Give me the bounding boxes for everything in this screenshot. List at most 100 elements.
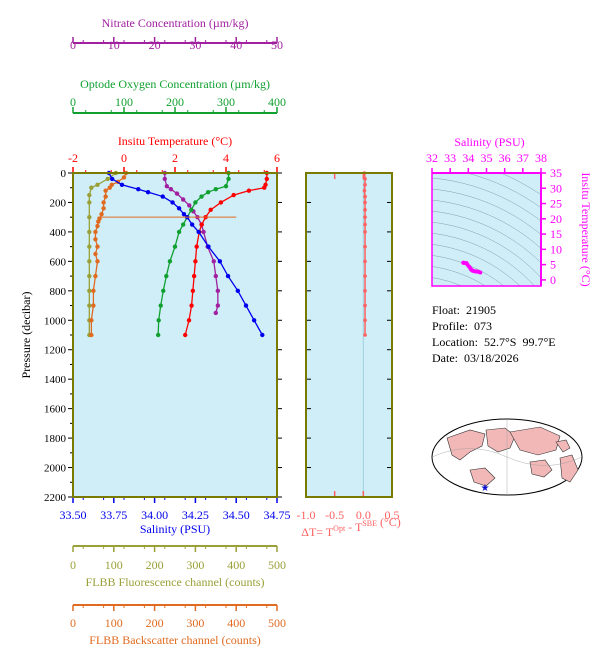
salinity-point: [109, 176, 115, 182]
delta-t-point: [363, 200, 367, 205]
map-landmass: [485, 427, 516, 453]
salinity-point: [260, 332, 265, 338]
plot-frame: [72, 172, 278, 498]
nitrate-point: [164, 184, 170, 189]
ts-frame: [431, 172, 542, 287]
fluorescence-tick-label: 100: [105, 558, 123, 572]
nitrate-tick-label: 0: [70, 38, 76, 52]
dt-axis-label-part: ΔT= T: [301, 525, 334, 539]
salinity-tick-label: 34.75: [264, 508, 291, 522]
nitrate-tick-label: 30: [189, 38, 201, 52]
oxygen-point: [158, 303, 163, 308]
delta-t-point: [363, 289, 367, 293]
oxygen-point: [176, 229, 182, 235]
temperature-point: [189, 303, 194, 308]
delta-t-point: [363, 208, 367, 212]
backscatter-point: [95, 259, 100, 264]
temperature-point: [218, 200, 224, 205]
nitrate-point: [213, 310, 218, 316]
map-landmass: [529, 459, 553, 478]
backscatter-axis-label: FLBB Backscatter channel (counts): [89, 633, 261, 647]
float-label: Float:: [432, 303, 461, 317]
backscatter-point: [103, 194, 108, 199]
nitrate-tick-label: 40: [230, 38, 242, 52]
temperature-tick-label: 0: [121, 151, 127, 165]
main-profile-plot: 0200400600800100012001400160018002000220…: [19, 16, 291, 647]
profile-value: 073: [474, 319, 492, 333]
salinity-point: [196, 229, 201, 235]
y-tick-label: 1400: [44, 374, 67, 386]
salinity-point: [119, 182, 125, 187]
salinity-tick-label: 33.50: [60, 508, 87, 522]
temperature-tick-label: 2: [172, 151, 178, 165]
dt-x-tick-label: -0.5: [325, 508, 344, 522]
ts-x-tick-label: 37: [517, 151, 529, 165]
dt-x-tick-label: 0.0: [356, 508, 371, 522]
salinity-point: [145, 189, 151, 195]
oxygen-point: [226, 176, 231, 182]
ts-y-tick-label: 15: [550, 227, 562, 241]
date-info: Date: 03/18/2026: [432, 351, 519, 366]
ts-x-tick-label: 36: [499, 151, 511, 165]
salinity-point: [243, 303, 249, 308]
y-tick-label: 200: [50, 197, 67, 209]
temperature-point: [208, 207, 213, 213]
salinity-point: [160, 194, 165, 199]
delta-t-point: [363, 230, 367, 234]
world-map-inset: ★: [431, 418, 583, 496]
dt-axis-label-part: (°C): [377, 515, 401, 529]
map-landmass: [509, 426, 561, 456]
profile-label: Profile:: [432, 319, 468, 333]
oxygen-point: [205, 189, 211, 195]
nitrate-point: [215, 288, 221, 294]
nitrate-point: [201, 229, 206, 235]
temperature-tick-label: 6: [274, 151, 280, 165]
nitrate-point: [174, 191, 180, 196]
delta-t-point: [363, 303, 367, 308]
delta-t-point: [363, 259, 367, 264]
temperature-tick-label: -2: [68, 151, 78, 165]
backscatter-point: [89, 332, 94, 338]
salinity-point: [181, 212, 187, 217]
backscatter-point: [89, 318, 94, 323]
delta-t-point: [363, 194, 367, 199]
backscatter-point: [107, 185, 112, 190]
y-tick-label: 800: [50, 286, 67, 298]
float-value: 21905: [466, 303, 497, 317]
map-landmass: [555, 439, 571, 453]
oxygen-point: [199, 194, 204, 199]
plot-background: [73, 173, 277, 497]
oxygen-point: [189, 207, 194, 213]
y-tick-label: 600: [50, 256, 67, 268]
temperature-tick-label: 4: [223, 151, 229, 165]
backscatter-tick-label: 100: [105, 616, 123, 630]
map-landmass: [559, 454, 579, 483]
salinity-point: [225, 273, 231, 279]
delta-t-point: [362, 188, 367, 193]
oxygen-tick-label: 400: [268, 95, 286, 109]
fluorescence-tick-label: 400: [227, 558, 245, 572]
ts-y-tick-label: 10: [550, 242, 562, 256]
salinity-point: [136, 187, 141, 192]
backscatter-tick-label: 500: [268, 616, 286, 630]
oxygen-point: [180, 222, 186, 227]
dt-background: [306, 173, 392, 497]
salinity-point: [251, 318, 257, 323]
temperature-point: [190, 288, 196, 294]
fluorescence-tick-label: 0: [70, 558, 76, 572]
dt-axis-label-part: Opt: [333, 524, 346, 533]
dt-axis-label: ΔT= TOpt - TSBE (°C): [301, 515, 401, 539]
delta-t-point: [363, 215, 367, 219]
ts-y-tick-label: 35: [550, 166, 562, 180]
dt-axis-label-part: SBE: [362, 519, 377, 528]
backscatter-point: [95, 244, 100, 249]
location-info: Location: 52.7°S 99.7°E: [432, 335, 556, 350]
float-location-marker: ★: [481, 483, 490, 494]
ts-y-tick-label: 5: [550, 258, 556, 272]
fluorescence-point: [95, 182, 100, 187]
ts-x-tick-label: 33: [444, 151, 456, 165]
delta-t-point: [363, 333, 367, 337]
backscatter-point: [93, 273, 98, 279]
salinity-tick-label: 33.75: [100, 508, 127, 522]
